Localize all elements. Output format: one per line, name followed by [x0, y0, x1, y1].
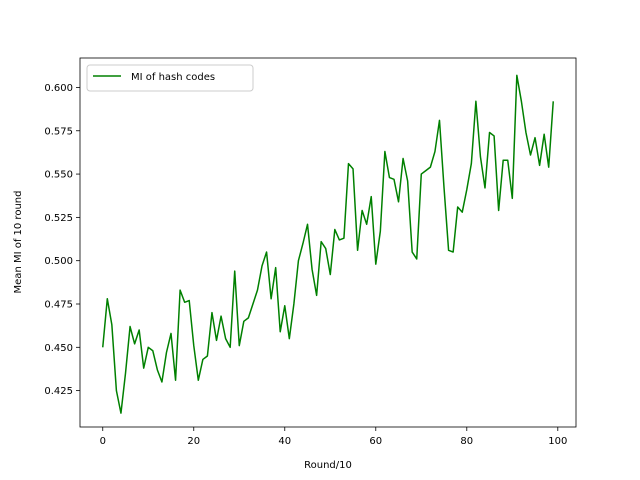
x-tick-label: 0	[100, 436, 106, 447]
y-tick-label: 0.500	[44, 256, 73, 267]
y-tick-label: 0.525	[44, 213, 73, 224]
x-tick-label: 20	[187, 436, 200, 447]
series-line-mi-hash-codes	[102, 74, 554, 414]
x-tick-label: 80	[460, 436, 473, 447]
y-tick-label: 0.550	[44, 170, 73, 181]
legend-box	[86, 64, 254, 92]
plot-frame	[79, 57, 577, 428]
x-tick-label: 40	[278, 436, 291, 447]
x-axis-ticks: 0 20 40 60 80 100	[100, 427, 567, 447]
x-tick-label: 60	[369, 436, 382, 447]
y-tick-label: 0.575	[44, 126, 73, 137]
y-axis-ticks: 0.425 0.450 0.475 0.500 0.525 0.550 0.575 0.600	[44, 83, 80, 397]
y-tick-label: 0.425	[44, 386, 73, 397]
y-axis-label: Mean MI of 10 round	[13, 191, 24, 294]
y-tick-label: 0.475	[44, 300, 73, 311]
y-tick-label: 0.600	[44, 83, 73, 94]
y-tick-label: 0.450	[44, 343, 73, 354]
plot-area	[80, 58, 576, 427]
legend: MI of hash codes	[86, 64, 254, 92]
legend-label: MI of hash codes	[131, 72, 215, 83]
x-tick-label: 100	[548, 436, 567, 447]
x-axis-label: Round/10	[304, 460, 352, 471]
series-layer	[102, 74, 554, 414]
